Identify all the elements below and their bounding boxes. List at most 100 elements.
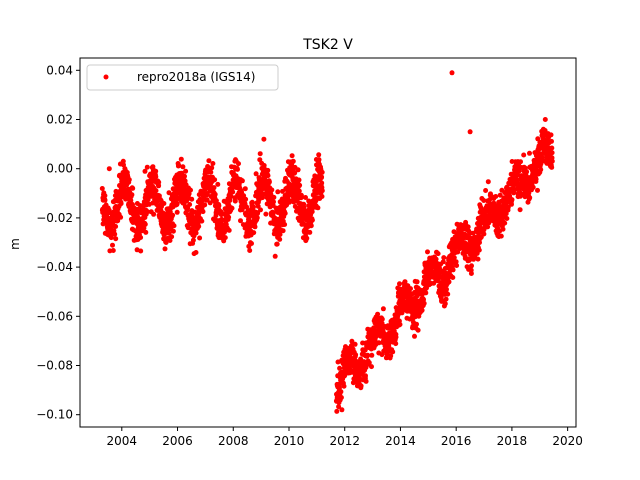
data-point (319, 180, 325, 186)
data-point (493, 194, 499, 199)
data-point (183, 168, 189, 174)
data-point (204, 191, 210, 197)
data-point (336, 404, 342, 410)
data-point (222, 235, 228, 241)
data-point (504, 216, 510, 221)
data-point (118, 214, 124, 220)
data-point (239, 178, 245, 184)
data-point (170, 228, 176, 234)
data-point (141, 225, 147, 231)
data-point (301, 204, 307, 210)
data-point (296, 188, 302, 194)
data-point (108, 235, 114, 241)
data-point (338, 389, 344, 395)
data-point (365, 352, 371, 358)
data-point (303, 195, 308, 200)
data-point (468, 271, 474, 276)
data-point (433, 256, 439, 262)
data-point (319, 169, 325, 175)
legend-label: repro2018a (IGS14) (137, 70, 255, 84)
data-point (200, 209, 206, 215)
data-point (128, 198, 134, 203)
data-point (232, 198, 238, 204)
data-point (538, 167, 544, 173)
data-point (188, 187, 193, 193)
data-point (213, 198, 219, 204)
data-point (254, 215, 260, 221)
data-point (265, 167, 271, 173)
data-point (255, 203, 261, 209)
data-point (319, 194, 325, 199)
data-point (272, 253, 278, 259)
data-point (353, 352, 359, 358)
data-point (549, 164, 555, 170)
data-point (252, 224, 258, 230)
data-point (212, 177, 218, 183)
x-tick-label: 2016 (441, 434, 472, 448)
data-point (297, 182, 303, 188)
data-point (421, 296, 426, 302)
data-point (145, 197, 151, 203)
data-point (113, 236, 119, 242)
data-point (363, 373, 368, 379)
data-point (249, 241, 254, 246)
data-point (454, 263, 460, 268)
data-point (527, 195, 533, 201)
data-point (304, 235, 310, 241)
data-point (174, 209, 180, 215)
data-point (369, 352, 375, 358)
data-point (229, 205, 235, 211)
data-point (383, 355, 389, 361)
data-point (242, 186, 248, 192)
data-point (316, 152, 322, 158)
outlier-point (339, 407, 345, 413)
data-point (375, 311, 381, 317)
data-point (204, 197, 210, 203)
data-point (376, 340, 382, 346)
data-point (207, 200, 213, 206)
data-point (393, 334, 399, 340)
data-point (296, 177, 302, 183)
chart-title: TSK2 V (302, 37, 353, 53)
data-point (182, 173, 187, 179)
data-point (435, 251, 441, 257)
outlier-point (449, 70, 455, 76)
data-point (527, 150, 532, 156)
data-point (174, 201, 180, 207)
data-point (358, 383, 364, 389)
data-point (292, 170, 298, 176)
data-point (274, 241, 280, 247)
data-point (475, 256, 481, 262)
data-point (212, 191, 218, 197)
data-point (290, 158, 296, 164)
data-point (209, 165, 215, 171)
data-point (130, 185, 136, 191)
data-point (169, 234, 175, 240)
data-point (509, 197, 515, 203)
data-point (450, 275, 456, 280)
data-point (253, 171, 259, 177)
data-point (257, 151, 263, 157)
data-point (271, 194, 277, 200)
y-tick-label: −0.02 (36, 211, 73, 225)
data-point (443, 296, 449, 302)
x-tick-label: 2004 (107, 434, 138, 448)
data-point (182, 178, 188, 184)
y-axis: −0.10 −0.08 −0.06 −0.04 −0.02 0.00 0.02 0.04 (36, 63, 80, 422)
data-point (485, 179, 491, 185)
data-point (338, 395, 344, 400)
data-point (156, 179, 162, 185)
data-point (352, 341, 358, 347)
data-point (138, 235, 144, 240)
y-tick-label: 0.02 (46, 113, 73, 127)
data-point (178, 156, 184, 162)
data-point (309, 217, 315, 223)
data-point (258, 207, 263, 213)
data-point (145, 209, 150, 215)
data-point (397, 322, 403, 327)
data-point (265, 173, 271, 179)
data-point (477, 240, 482, 245)
data-point (415, 327, 421, 333)
outlier-point (542, 117, 548, 122)
data-point (414, 321, 419, 327)
